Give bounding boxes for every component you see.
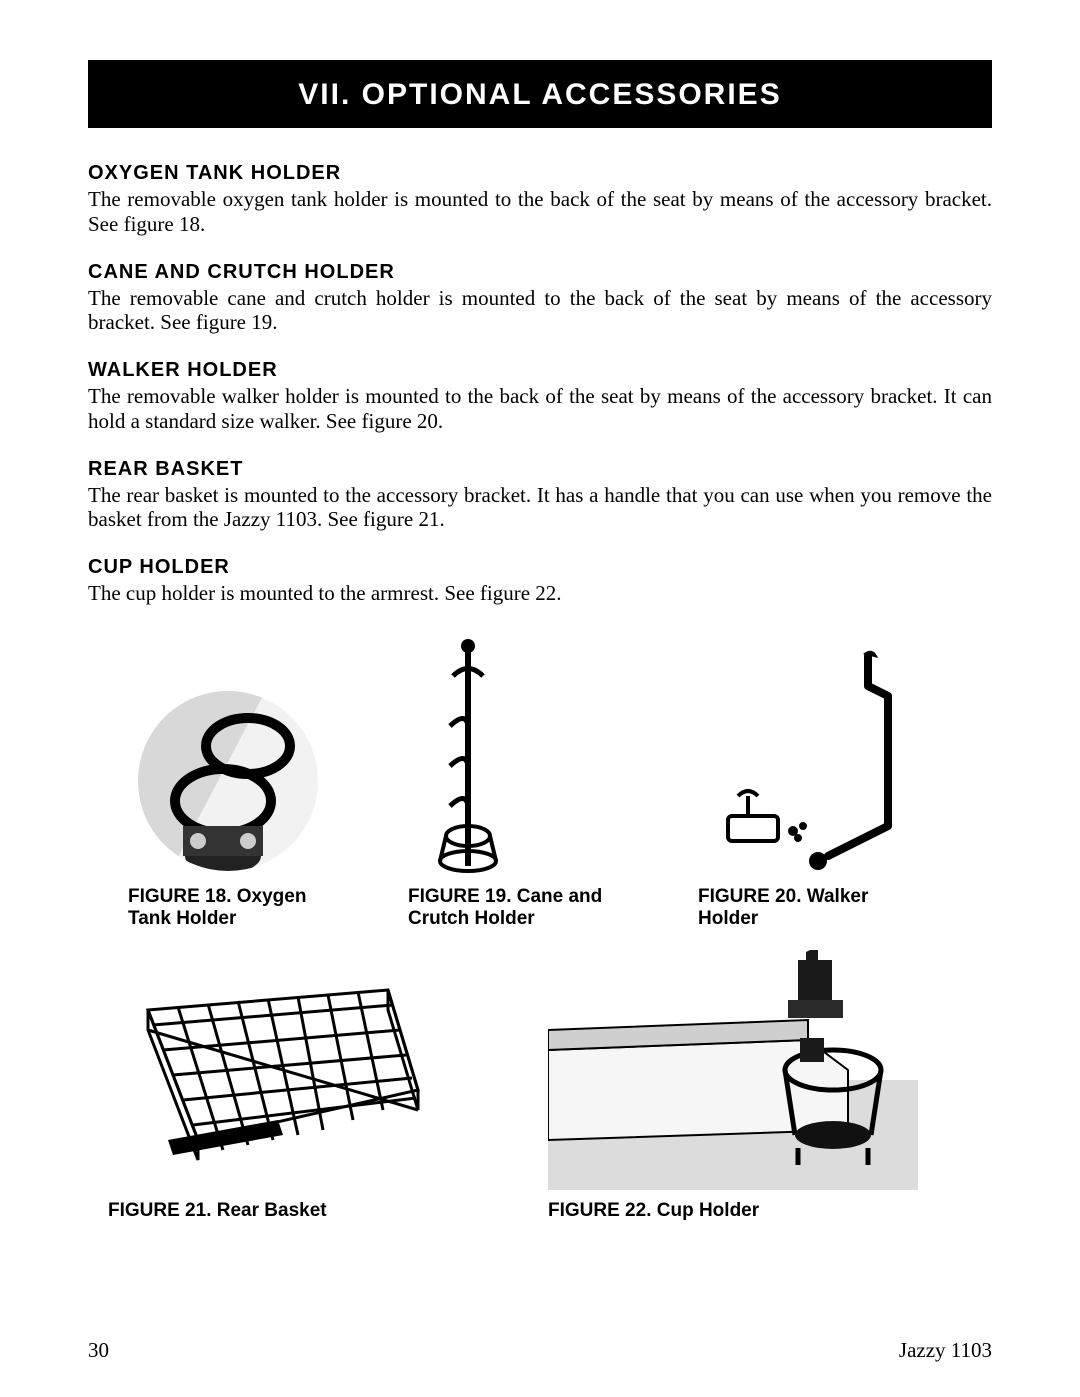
figure-caption: FIGURE 20. Walker Holder	[698, 886, 878, 930]
section-body: The removable walker holder is mounted t…	[88, 384, 992, 434]
section-body: The removable oxygen tank holder is moun…	[88, 187, 992, 237]
section-cane-crutch-holder: CANE AND CRUTCH HOLDER The removable can…	[88, 261, 992, 336]
figure-18: FIGURE 18. Oxygen Tank Holder	[128, 686, 348, 930]
oxygen-tank-holder-image	[128, 686, 328, 876]
section-walker-holder: WALKER HOLDER The removable walker holde…	[88, 359, 992, 434]
section-heading: WALKER HOLDER	[88, 359, 992, 382]
figures-row-2: FIGURE 21. Rear Basket	[108, 950, 992, 1222]
walker-holder-image	[698, 646, 918, 876]
section-oxygen-tank-holder: OXYGEN TANK HOLDER The removable oxygen …	[88, 162, 992, 237]
figure-caption: FIGURE 22. Cup Holder	[548, 1200, 759, 1222]
page-number: 30	[88, 1338, 109, 1363]
section-body: The cup holder is mounted to the armrest…	[88, 581, 992, 606]
cup-holder-image	[548, 950, 918, 1190]
section-rear-basket: REAR BASKET The rear basket is mounted t…	[88, 458, 992, 533]
rear-basket-image	[108, 950, 438, 1190]
section-heading: CANE AND CRUTCH HOLDER	[88, 261, 992, 284]
page-footer: 30 Jazzy 1103	[88, 1338, 992, 1363]
document-name: Jazzy 1103	[899, 1338, 992, 1363]
document-page: VII. OPTIONAL ACCESSORIES OXYGEN TANK HO…	[0, 0, 1080, 1397]
page-title: VII. OPTIONAL ACCESSORIES	[298, 78, 781, 111]
section-body: The rear basket is mounted to the access…	[88, 483, 992, 533]
figure-22: FIGURE 22. Cup Holder	[548, 950, 918, 1222]
figure-caption: FIGURE 18. Oxygen Tank Holder	[128, 886, 348, 930]
page-title-bar: VII. OPTIONAL ACCESSORIES	[88, 60, 992, 128]
figure-19: FIGURE 19. Cane and Crutch Holder	[408, 636, 638, 930]
section-heading: OXYGEN TANK HOLDER	[88, 162, 992, 185]
figure-caption: FIGURE 21. Rear Basket	[108, 1200, 327, 1222]
figures-row-1: FIGURE 18. Oxygen Tank Holder FIGURE 19.	[128, 636, 992, 930]
cane-crutch-holder-image	[408, 636, 528, 876]
section-heading: CUP HOLDER	[88, 556, 992, 579]
section-cup-holder: CUP HOLDER The cup holder is mounted to …	[88, 556, 992, 606]
section-heading: REAR BASKET	[88, 458, 992, 481]
section-body: The removable cane and crutch holder is …	[88, 286, 992, 336]
figure-caption: FIGURE 19. Cane and Crutch Holder	[408, 886, 638, 930]
figure-21: FIGURE 21. Rear Basket	[108, 950, 438, 1222]
figure-20: FIGURE 20. Walker Holder	[698, 646, 918, 930]
